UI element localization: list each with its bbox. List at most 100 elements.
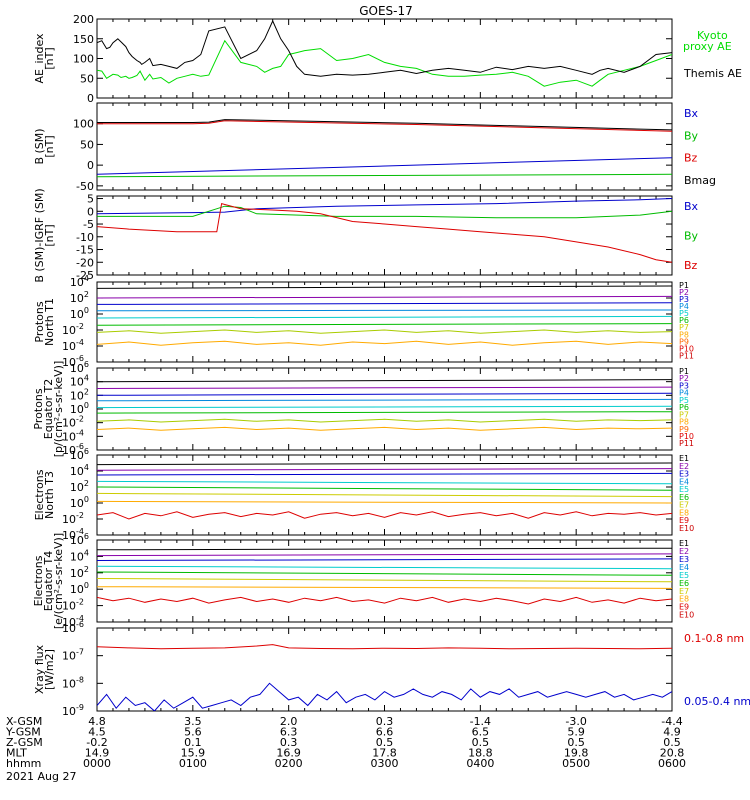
legend-entry: 0.1-0.8 nm (684, 632, 744, 645)
x-axis-value: 0.5 (472, 736, 490, 749)
y-tick-label: 10-2 (62, 322, 84, 337)
legend-entry: E9 (679, 603, 689, 612)
y-tick-label: 104 (70, 463, 89, 478)
legend-entry: P4 (679, 302, 689, 311)
series-line-0-05-0-4-nm (97, 682, 672, 711)
series-line-p2 (97, 386, 672, 389)
date-label: 2021 Aug 27 (6, 770, 76, 783)
y-tick-label: 10-6 (62, 620, 84, 635)
series-line-by (97, 173, 672, 178)
y-axis-label: ElectronsEquator T4[e/(cm²-s-sr-keV)] (32, 533, 65, 629)
series-line-e2 (97, 553, 672, 557)
series-line-p3 (97, 392, 672, 396)
y-axis-label: B (SM)-IGRF (SM)[nT] (33, 188, 56, 282)
y-tick-label: -50 (76, 180, 94, 193)
y-tick-label: 104 (70, 274, 89, 289)
y-tick-label: 102 (70, 565, 89, 580)
panel-2: -50 0 50 100 B (SM)[nT] Bx By Bz Bmag (33, 102, 716, 193)
legend-entry: proxy AE (683, 40, 732, 53)
x-axis-value: 0100 (179, 757, 207, 770)
y-tick-label: -15 (76, 244, 94, 257)
series-line-e9 (97, 511, 672, 520)
plot-title: GOES-17 (359, 4, 413, 18)
legend-entry: Bz (684, 152, 698, 165)
x-axis-value: 15.9 (181, 747, 206, 760)
y-axis-label: ProtonsEquator T2[p/(cm²-s-sr-keV)] (32, 361, 65, 458)
legend-entry: Bmag (684, 174, 716, 187)
legend-entry: E9 (679, 516, 689, 525)
legend-entry: 0.05-0.4 nm (684, 695, 750, 708)
panel-3: 50-5-10-15-20-25 B (SM)-IGRF (SM)[nT] Bx By… (33, 188, 699, 282)
y-tick-label: 100 (70, 581, 89, 596)
legend-entry: P9 (679, 425, 689, 434)
y-tick-label: 10-4 (62, 338, 84, 353)
y-tick-label: 0 (87, 92, 94, 105)
y-tick-label: 10-2 (62, 415, 84, 430)
series-line-e2 (97, 468, 672, 471)
legend-entry: P2 (679, 374, 689, 383)
y-axis-label: Xray flux[W/m2] (33, 644, 56, 694)
y-tick-label: 10-4 (62, 614, 84, 629)
series-line-e5 (97, 571, 672, 576)
x-axis-value: 0.3 (376, 715, 394, 728)
series-line-p5 (97, 315, 672, 319)
series-line-p4 (97, 398, 672, 402)
legend-entry: P8 (679, 330, 689, 339)
y-tick-label: 10-4 (62, 527, 84, 542)
series-line-p6 (97, 411, 672, 414)
x-axis-value: 5.6 (184, 726, 202, 739)
x-axis-value: 6.6 (376, 726, 394, 739)
legend-entry: Themis AE (683, 67, 742, 80)
y-tick-label: 10-7 (62, 648, 84, 663)
legend-entry: P5 (679, 309, 689, 318)
x-axis-value: 0200 (275, 757, 303, 770)
series-line-bmag (97, 119, 672, 131)
legend-entry: Bx (684, 200, 699, 213)
series-line-p8 (97, 426, 672, 431)
panel-frame (96, 195, 673, 276)
y-tick-label: 10-2 (62, 598, 84, 613)
series-line-e6 (97, 492, 672, 498)
panel-frame (96, 18, 673, 99)
series-line-p1 (97, 379, 672, 383)
legend-entry: E2 (679, 462, 689, 471)
legend-entry: E6 (679, 493, 689, 502)
y-axis-label: B (SM)[nT] (33, 128, 56, 164)
legend-entry: P7 (679, 410, 689, 419)
x-axis-row-label: Y-GSM (5, 726, 41, 739)
legend-entry: P10 (679, 432, 694, 441)
x-axis-value: 0.5 (663, 736, 681, 749)
series-line-e1 (97, 462, 672, 466)
panel-frame (96, 102, 673, 191)
legend-entry: P11 (679, 439, 694, 448)
series-line-e6 (97, 578, 672, 583)
x-axis-row-label: Z-GSM (6, 736, 43, 749)
series-line-p7 (97, 329, 672, 334)
x-axis-value: 0400 (466, 757, 494, 770)
legend-entry: P10 (679, 344, 694, 353)
series-line-p1 (97, 285, 672, 289)
y-tick-label: 50 (80, 138, 94, 151)
legend-entry: P3 (679, 295, 689, 304)
series-line-e3 (97, 558, 672, 561)
x-axis-value: 0500 (562, 757, 590, 770)
y-tick-label: -5 (83, 218, 94, 231)
legend-entry: E10 (679, 524, 694, 533)
y-tick-label: 50 (80, 72, 94, 85)
y-tick-label: 200 (73, 13, 94, 26)
legend-entry: E2 (679, 547, 689, 556)
y-tick-label: 10-4 (62, 428, 84, 443)
y-tick-label: -25 (76, 269, 94, 282)
legend-entry: By (684, 230, 699, 243)
y-tick-label: 100 (70, 495, 89, 510)
legend-entry: E7 (679, 587, 689, 596)
legend-entry: E3 (679, 470, 689, 479)
series-line-bx (97, 157, 672, 175)
series-line-e3 (97, 472, 672, 476)
x-axis-value: -0.2 (86, 736, 107, 749)
panel-8: 10-6 10-7 10-8 10-9 Xray flux[W/m2] 0.1-0.8 n… (33, 620, 750, 718)
legend-entry: P1 (679, 367, 689, 376)
x-axis-value: 0000 (83, 757, 111, 770)
legend-entry: P9 (679, 337, 689, 346)
